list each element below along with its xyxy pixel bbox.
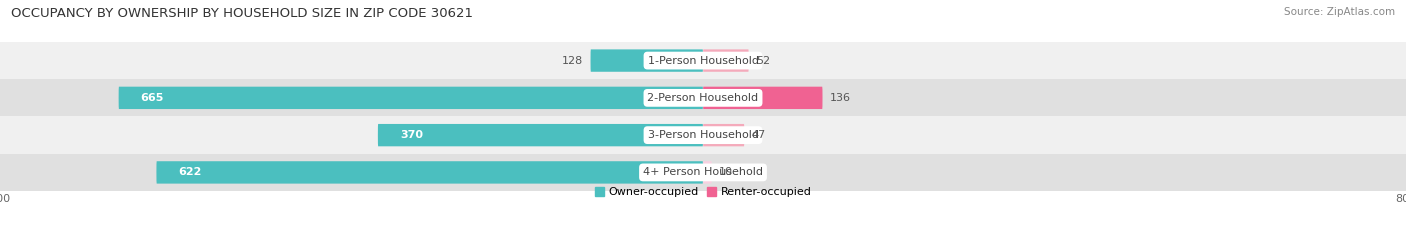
Text: OCCUPANCY BY OWNERSHIP BY HOUSEHOLD SIZE IN ZIP CODE 30621: OCCUPANCY BY OWNERSHIP BY HOUSEHOLD SIZE…	[11, 7, 474, 20]
Text: 3-Person Household: 3-Person Household	[648, 130, 758, 140]
FancyBboxPatch shape	[378, 124, 703, 146]
FancyBboxPatch shape	[591, 49, 703, 72]
Text: 370: 370	[399, 130, 423, 140]
Bar	[0, 154, 1406, 191]
Legend: Owner-occupied, Renter-occupied: Owner-occupied, Renter-occupied	[595, 187, 811, 197]
Bar	[0, 116, 1406, 154]
FancyBboxPatch shape	[118, 87, 703, 109]
Text: 622: 622	[179, 168, 202, 177]
Text: 52: 52	[756, 56, 770, 65]
Text: 128: 128	[562, 56, 583, 65]
Text: 665: 665	[141, 93, 165, 103]
FancyBboxPatch shape	[703, 161, 711, 184]
Text: 10: 10	[718, 168, 733, 177]
FancyBboxPatch shape	[703, 124, 744, 146]
Text: Source: ZipAtlas.com: Source: ZipAtlas.com	[1284, 7, 1395, 17]
FancyBboxPatch shape	[156, 161, 703, 184]
Bar	[0, 42, 1406, 79]
Text: 4+ Person Household: 4+ Person Household	[643, 168, 763, 177]
Text: 1-Person Household: 1-Person Household	[648, 56, 758, 65]
Text: 136: 136	[830, 93, 851, 103]
Bar	[0, 79, 1406, 116]
Text: 47: 47	[751, 130, 766, 140]
FancyBboxPatch shape	[703, 49, 749, 72]
FancyBboxPatch shape	[703, 87, 823, 109]
Text: 2-Person Household: 2-Person Household	[647, 93, 759, 103]
